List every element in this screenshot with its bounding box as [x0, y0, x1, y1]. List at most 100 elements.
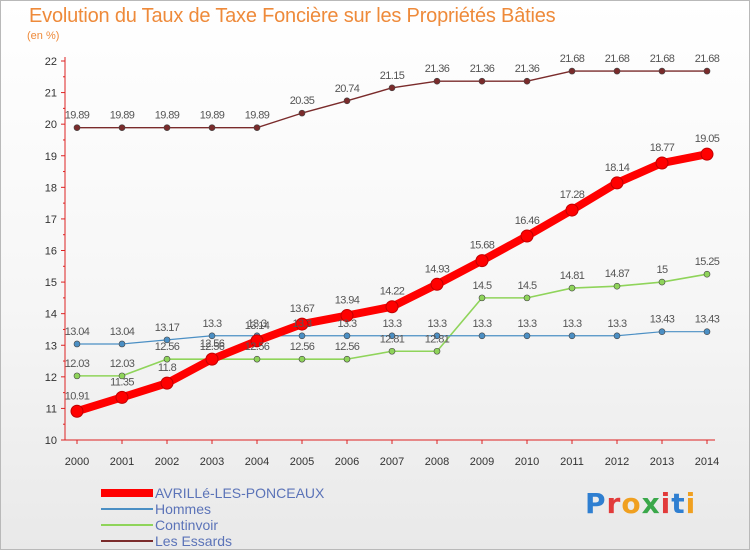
data-point: [565, 203, 579, 217]
data-label: 21.15: [380, 70, 405, 82]
data-point: [73, 124, 81, 131]
data-point: [658, 278, 666, 286]
data-label: 21.68: [560, 53, 585, 65]
data-label: 13.43: [650, 314, 675, 326]
data-point: [250, 334, 264, 348]
legend-swatch: [101, 540, 153, 542]
legend-swatch: [101, 524, 153, 526]
data-label: 13.3: [247, 318, 266, 330]
data-label: 21.36: [515, 63, 540, 75]
chart-title: Evolution du Taux de Taxe Foncière sur l…: [29, 5, 556, 27]
data-point: [568, 332, 576, 340]
data-point: [208, 124, 216, 131]
data-label: 19.89: [245, 110, 270, 122]
series-continvoir: [73, 270, 711, 380]
logo-letter: P: [585, 487, 607, 520]
data-point: [340, 309, 354, 323]
data-point: [115, 390, 129, 404]
y-tick-label: 17: [45, 214, 57, 226]
data-point: [160, 376, 174, 390]
data-point: [205, 352, 219, 366]
data-point: [343, 355, 351, 363]
chart-subtitle: (en %): [27, 30, 60, 42]
series-avrill-les-ponceaux: [70, 147, 714, 418]
data-point: [298, 355, 306, 363]
data-point: [478, 294, 486, 302]
data-point: [703, 328, 711, 335]
data-label: 13.3: [562, 318, 581, 330]
data-point: [163, 336, 171, 344]
y-tick-label: 14: [45, 309, 57, 321]
x-tick-label: 2008: [425, 456, 449, 468]
data-label: 21.68: [650, 53, 675, 65]
series-les-essards: [73, 67, 711, 131]
data-point: [163, 355, 171, 363]
data-point: [118, 372, 126, 380]
data-point: [388, 84, 396, 92]
logo-letter: i: [660, 487, 672, 520]
data-label: 19.89: [155, 110, 180, 122]
x-tick-label: 2010: [515, 456, 539, 468]
data-point: [658, 328, 666, 335]
data-point: [388, 347, 396, 355]
data-point: [433, 332, 441, 340]
data-point: [613, 282, 621, 290]
data-label: 12.03: [110, 358, 135, 370]
x-tick-label: 2011: [560, 456, 584, 468]
x-tick-label: 2014: [695, 456, 719, 468]
data-label: 13.3: [382, 318, 401, 330]
x-tick-label: 2012: [605, 456, 629, 468]
data-label: 16.46: [515, 215, 540, 227]
data-label: 21.36: [470, 63, 495, 75]
data-label: 13.17: [155, 322, 180, 334]
data-point: [163, 124, 171, 131]
data-label: 13.3: [337, 318, 356, 330]
data-label: 19.05: [695, 133, 720, 145]
data-point: [658, 67, 666, 75]
data-point: [385, 300, 399, 314]
data-label: 13.3: [427, 318, 446, 330]
data-point: [70, 404, 84, 418]
data-label: 11.8: [158, 362, 177, 374]
data-label: 13.67: [290, 303, 315, 315]
data-label: 19.89: [200, 110, 225, 122]
x-tick-label: 2007: [380, 456, 404, 468]
data-label: 10.91: [65, 390, 90, 402]
data-point: [73, 372, 81, 380]
logo-letter: t: [671, 487, 686, 520]
data-point: [700, 147, 714, 161]
data-label: 12.56: [200, 338, 225, 350]
data-point: [523, 332, 531, 340]
y-tick-label: 10: [45, 435, 57, 447]
x-tick-label: 2001: [110, 456, 134, 468]
data-label: 18.14: [605, 162, 630, 174]
logo-letter: i: [685, 487, 697, 520]
y-tick-label: 21: [45, 88, 57, 100]
data-point: [568, 284, 576, 292]
data-point: [73, 340, 81, 348]
logo-letter: x: [641, 487, 661, 520]
legend-swatch: [101, 489, 153, 497]
data-point: [433, 347, 441, 355]
data-point: [703, 270, 711, 278]
data-label: 13.3: [202, 318, 221, 330]
y-tick-label: 20: [45, 119, 57, 131]
data-point: [475, 254, 489, 268]
data-label: 12.56: [245, 341, 270, 353]
data-label: 13.04: [65, 326, 90, 338]
data-point: [610, 176, 624, 190]
proxiti-logo: Proxiti: [585, 487, 696, 520]
data-point: [208, 332, 216, 340]
y-tick-label: 13: [45, 340, 57, 352]
data-label: 14.5: [472, 280, 491, 292]
legend-label: AVRILLé-LES-PONCEAUX: [155, 485, 325, 501]
data-label: 13.3: [517, 318, 536, 330]
data-label: 13.94: [335, 295, 360, 307]
data-point: [343, 97, 351, 105]
y-tick-label: 16: [45, 246, 57, 258]
data-point: [433, 77, 441, 85]
data-point: [388, 332, 396, 340]
data-label: 12.81: [380, 333, 405, 345]
data-point: [520, 229, 534, 243]
data-label: 12.56: [200, 341, 225, 353]
